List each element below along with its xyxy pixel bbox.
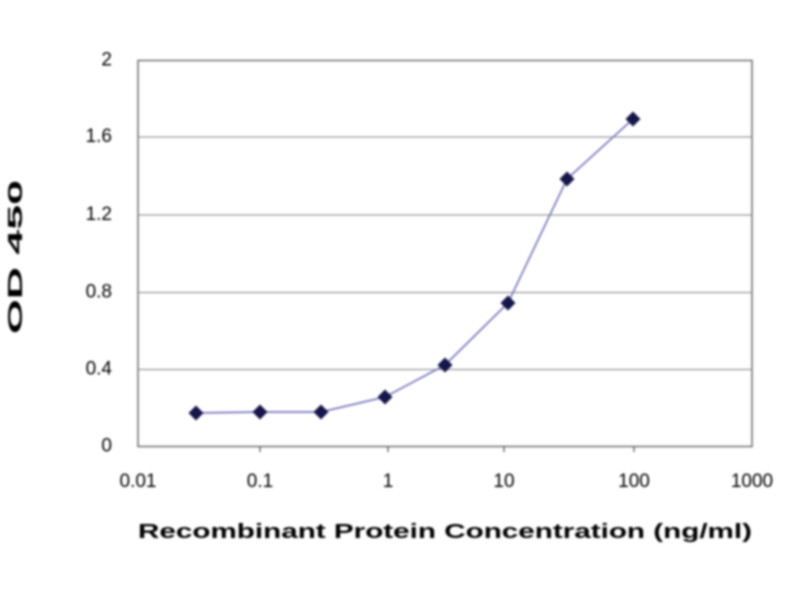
svg-text:2: 2	[101, 50, 112, 71]
svg-text:0.4: 0.4	[86, 359, 113, 380]
svg-text:0.01: 0.01	[120, 471, 157, 492]
svg-text:Recombinant Protein Concentrat: Recombinant Protein Concentration (ng/ml…	[138, 521, 752, 543]
svg-text:0.1: 0.1	[247, 471, 273, 492]
svg-text:100: 100	[618, 471, 650, 492]
svg-text:0: 0	[101, 436, 112, 457]
svg-text:1.6: 1.6	[86, 126, 112, 147]
svg-text:1000: 1000	[731, 471, 773, 492]
svg-text:10: 10	[493, 471, 514, 492]
svg-text:OD 450: OD 450	[5, 180, 27, 334]
svg-text:1.2: 1.2	[86, 204, 112, 225]
svg-text:1: 1	[383, 471, 394, 492]
svg-text:0.8: 0.8	[86, 282, 112, 303]
